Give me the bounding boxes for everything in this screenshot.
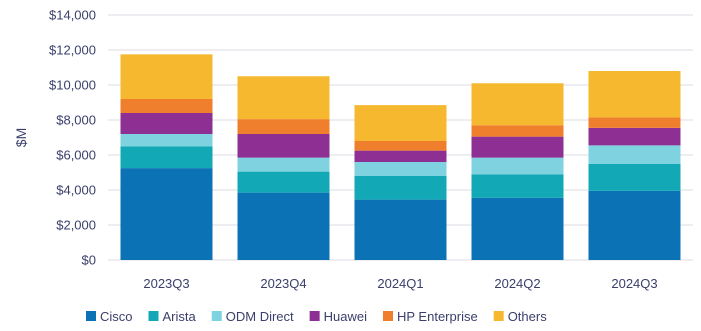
bar-segment-others: [588, 71, 681, 118]
bar-segment-arista: [471, 174, 564, 198]
bar-segment-arista: [588, 163, 681, 191]
legend-swatch: [493, 311, 504, 321]
bar-segment-odm-direct: [471, 157, 564, 175]
bar-segment-others: [354, 105, 447, 141]
bar-segment-hp-enterprise: [588, 117, 681, 128]
bar-segment-huawei: [471, 136, 564, 158]
legend: Cisco Arista ODM Direct Huawei HP Enterprise…: [86, 309, 547, 324]
bar-segment-arista: [120, 146, 213, 169]
bar-segment-cisco: [354, 199, 447, 260]
y-tick-label: $2,000: [56, 218, 96, 233]
y-tick-label: $4,000: [56, 183, 96, 198]
bar-segment-huawei: [120, 113, 213, 134]
bar-segment-odm-direct: [588, 145, 681, 164]
y-axis-title: $M: [13, 128, 29, 147]
bar-segment-cisco: [120, 168, 213, 260]
bar-segment-huawei: [354, 150, 447, 162]
bar-segment-hp-enterprise: [120, 99, 213, 113]
y-tick-label: $12,000: [49, 43, 96, 58]
x-tick-label: 2023Q3: [143, 276, 189, 291]
legend-swatch: [383, 311, 393, 321]
y-tick-label: $10,000: [49, 78, 96, 93]
bar-segment-cisco: [237, 192, 330, 260]
legend-swatch: [211, 311, 222, 321]
bar-segment-arista: [237, 171, 330, 193]
bar-segment-huawei: [237, 134, 330, 158]
x-tick-label: 2024Q2: [494, 276, 540, 291]
bar-segment-others: [120, 54, 213, 99]
bar-segment-hp-enterprise: [237, 119, 330, 134]
y-tick-label: $6,000: [56, 148, 96, 163]
bar-segment-others: [471, 83, 564, 126]
legend-label: ODM Direct: [226, 309, 294, 324]
y-tick-label: $0: [82, 253, 96, 268]
y-axis-ticks: $0 $2,000 $4,000 $6,000 $8,000 $10,000 $12,000…: [49, 8, 96, 268]
legend-label: HP Enterprise: [397, 309, 478, 324]
bar-segment-odm-direct: [120, 134, 213, 147]
bar-segment-huawei: [588, 127, 681, 146]
bar-segment-hp-enterprise: [354, 141, 447, 151]
legend-label: Cisco: [100, 309, 133, 324]
x-tick-label: 2024Q1: [377, 276, 423, 291]
bar-segment-cisco: [471, 197, 564, 260]
bar-segment-others: [237, 76, 330, 120]
bar-segment-arista: [354, 176, 447, 200]
x-tick-label: 2024Q3: [611, 276, 657, 291]
legend-label: Arista: [163, 309, 197, 324]
x-tick-label: 2023Q4: [260, 276, 306, 291]
bars: [120, 54, 681, 260]
bar-segment-hp-enterprise: [471, 125, 564, 137]
bar-segment-odm-direct: [354, 162, 447, 176]
bar-segment-cisco: [588, 190, 681, 260]
legend-label: Others: [508, 309, 548, 324]
x-axis-ticks: 2023Q3 2023Q4 2024Q1 2024Q2 2024Q3: [143, 276, 657, 291]
y-tick-label: $8,000: [56, 113, 96, 128]
legend-swatch: [148, 311, 159, 321]
legend-label: Huawei: [324, 309, 367, 324]
legend-swatch: [309, 311, 320, 321]
legend-swatch: [86, 311, 96, 321]
bar-segment-odm-direct: [237, 157, 330, 172]
y-tick-label: $14,000: [49, 8, 96, 23]
